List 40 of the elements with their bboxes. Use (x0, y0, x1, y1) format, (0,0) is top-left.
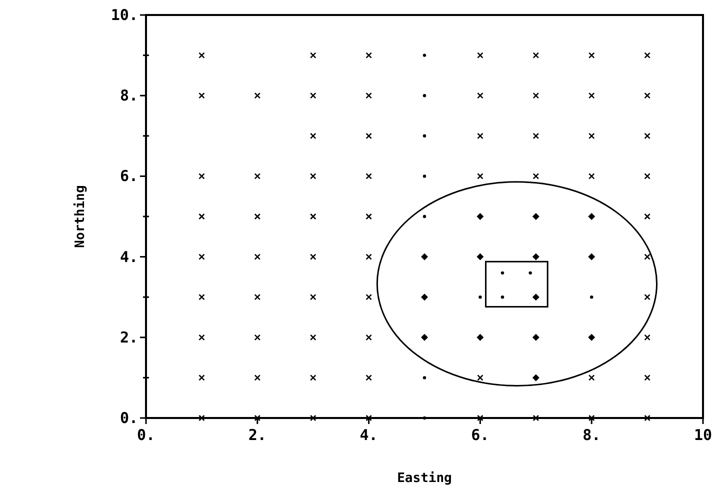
point (532, 334, 540, 341)
point (532, 294, 540, 301)
y-tick-label: 0. (120, 409, 138, 427)
point (476, 253, 484, 260)
x-tick-label: 6. (471, 426, 490, 444)
point (422, 54, 426, 57)
x-tick-label: 8. (582, 426, 601, 444)
point (422, 134, 426, 138)
point (478, 296, 482, 299)
point (588, 334, 596, 341)
y-tick-label: 10. (110, 6, 138, 24)
point (422, 376, 426, 380)
point (532, 253, 540, 260)
point (500, 296, 504, 299)
point (422, 214, 426, 218)
y-tick-label: 2. (120, 328, 138, 346)
point (532, 374, 540, 382)
point (422, 416, 426, 420)
y-tick-label: 6. (120, 167, 138, 186)
point (528, 271, 532, 275)
point (421, 334, 428, 341)
point (500, 271, 504, 275)
point (590, 296, 594, 299)
point (588, 213, 596, 220)
point (422, 174, 426, 178)
point (422, 94, 426, 98)
x-tick-label: 2. (248, 426, 266, 444)
x-tick-label: 10 (694, 426, 712, 444)
x-axis-title: Easting (397, 471, 452, 486)
x-tick-label: 4. (360, 426, 378, 444)
point (532, 213, 540, 220)
point (476, 334, 484, 341)
point (476, 213, 484, 220)
point (588, 253, 596, 260)
y-tick-label: 8. (120, 86, 138, 105)
x-tick-label: 0. (136, 426, 156, 444)
y-axis-title: Northing (73, 185, 88, 248)
y-tick-label: 4. (120, 248, 138, 266)
point (421, 253, 428, 260)
point (421, 294, 428, 301)
